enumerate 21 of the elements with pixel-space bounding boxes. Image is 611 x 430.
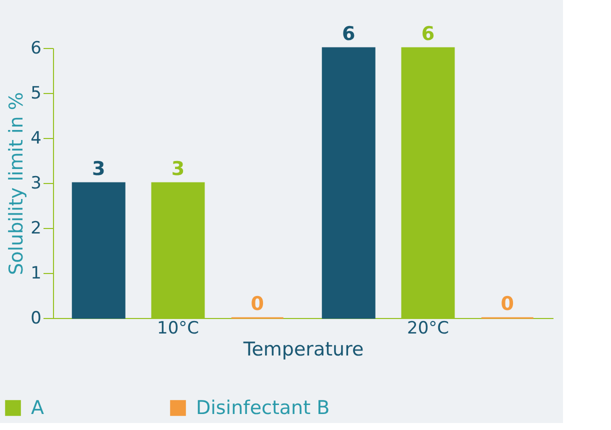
y-tick-label: 1	[30, 264, 42, 284]
data-label: 6	[342, 23, 356, 45]
data-label: 6	[421, 23, 435, 45]
data-label: 0	[500, 293, 514, 315]
data-label: 3	[171, 158, 185, 180]
bar	[322, 47, 376, 319]
x-tick-label: 10°C	[156, 318, 200, 338]
y-tick-label: 3	[30, 174, 42, 194]
y-tick-label: 6	[30, 38, 42, 58]
legend-label: A	[31, 397, 44, 419]
y-axis-title: Solubility limit in %	[6, 92, 28, 275]
legend-label: Disinfectant B	[196, 397, 330, 419]
x-tick-label: 20°C	[406, 318, 450, 338]
data-label: 0	[250, 293, 264, 315]
y-tick-label: 5	[30, 84, 42, 104]
x-axis-title: Temperature	[242, 338, 364, 360]
bar	[72, 182, 126, 319]
y-tick-label: 0	[30, 308, 42, 328]
data-label: 3	[92, 158, 106, 180]
y-tick-label: 2	[30, 218, 42, 238]
y-tick-label: 4	[30, 128, 42, 148]
